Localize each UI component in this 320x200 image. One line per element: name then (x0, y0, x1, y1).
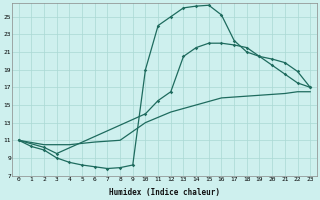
X-axis label: Humidex (Indice chaleur): Humidex (Indice chaleur) (109, 188, 220, 197)
